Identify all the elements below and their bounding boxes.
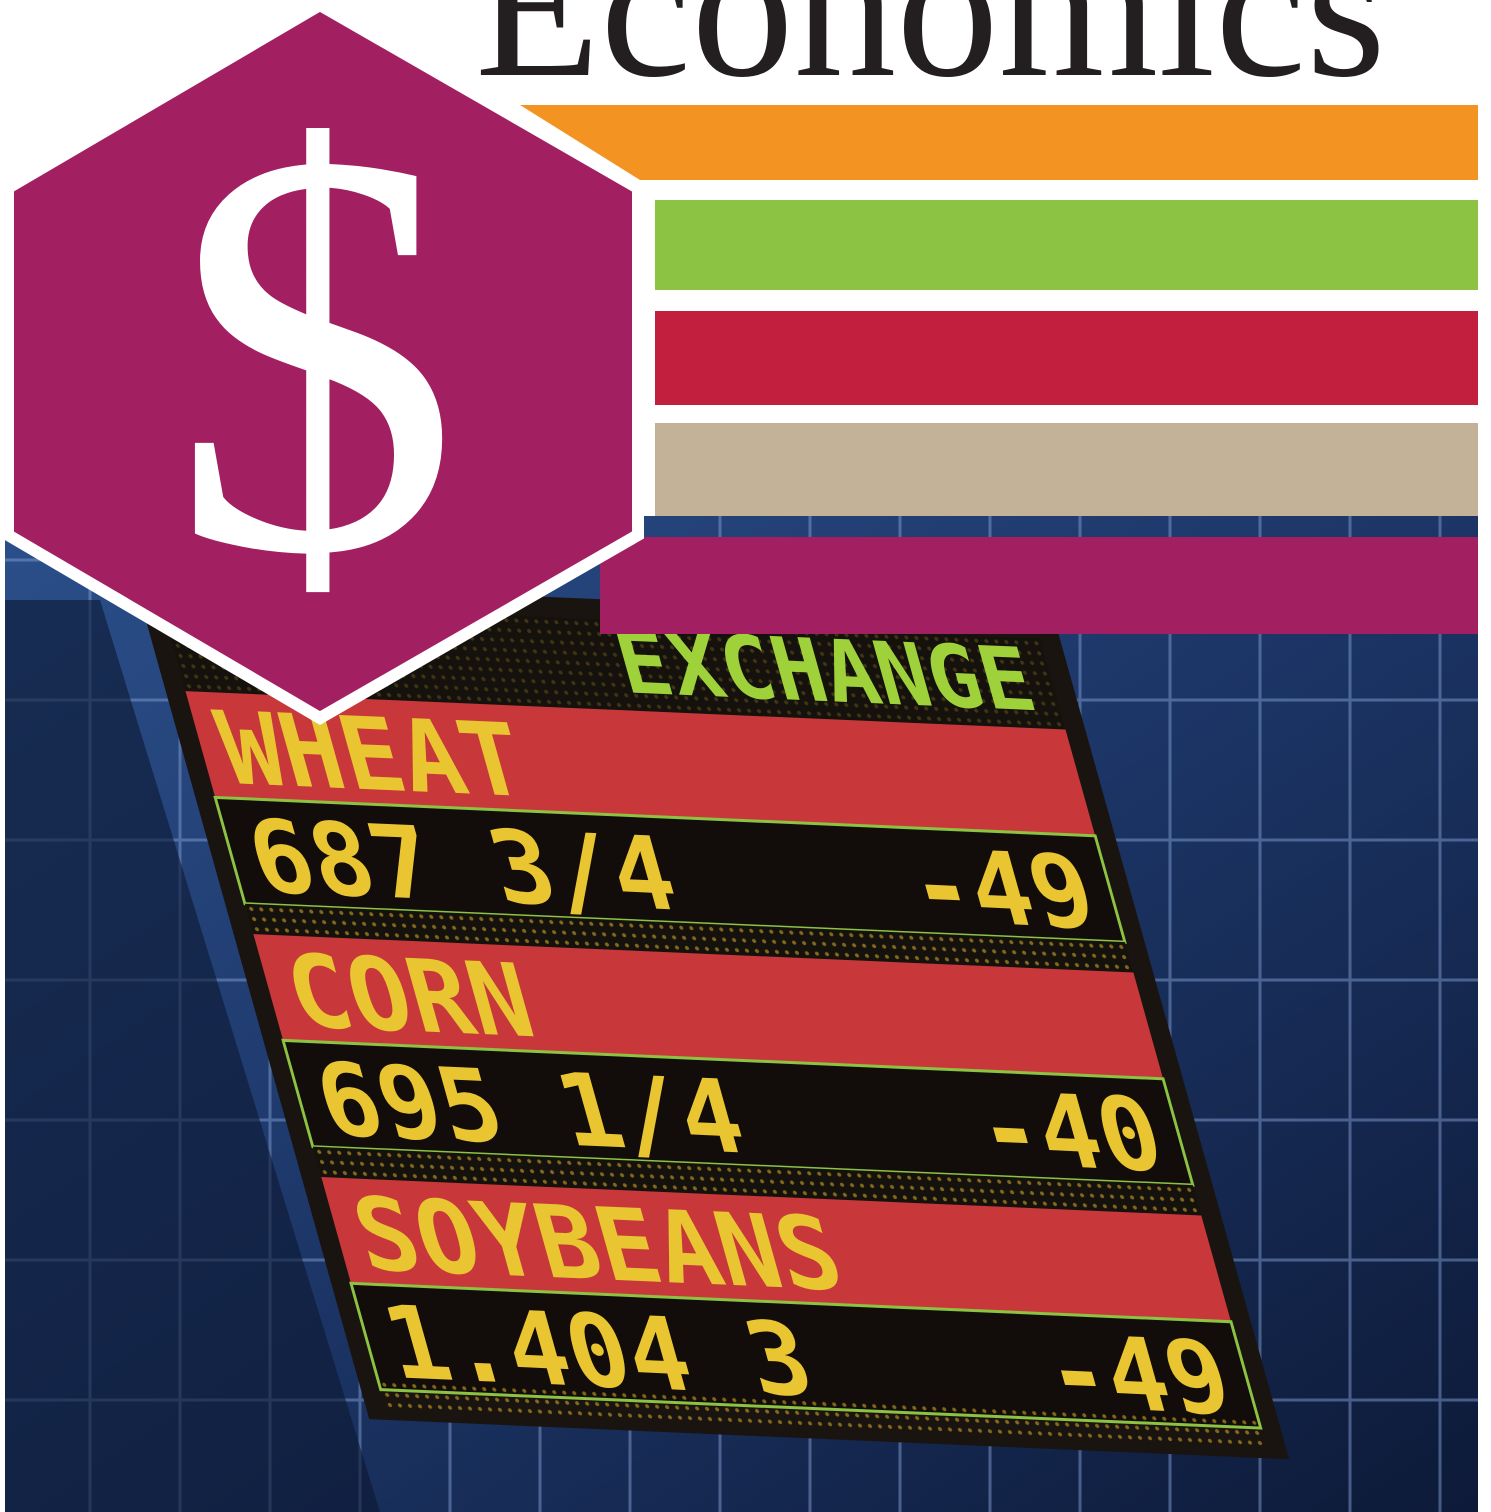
red-bar xyxy=(655,311,1478,405)
dollar-icon: $ xyxy=(170,32,460,674)
green-bar xyxy=(655,200,1478,290)
tan-bar xyxy=(655,423,1478,516)
cover: EXCHANGE WHEAT687 3/4-49CORN695 1/4-40SO… xyxy=(0,0,1491,1512)
title: Economics xyxy=(475,0,1386,120)
page: EXCHANGE WHEAT687 3/4-49CORN695 1/4-40SO… xyxy=(0,0,1491,1512)
magenta-bar xyxy=(600,537,1478,634)
